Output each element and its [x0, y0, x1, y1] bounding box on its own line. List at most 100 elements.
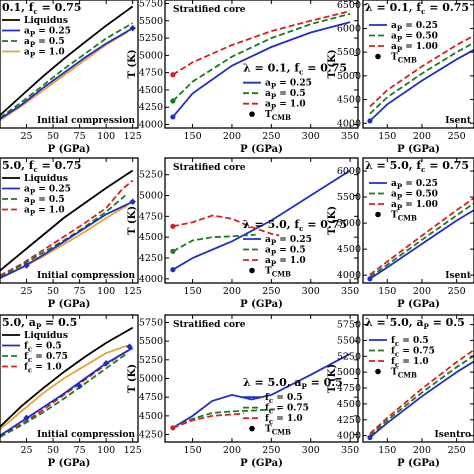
x-tick-label: 75: [74, 131, 86, 142]
x-tick-label: 150: [378, 445, 396, 456]
y-tick-label: 4000: [139, 120, 163, 131]
y-tick-label: 4000: [337, 118, 361, 129]
legend-marker: [249, 267, 255, 274]
axes-frame: [0, 157, 139, 284]
series-line-3: [172, 10, 351, 76]
plot-area: [170, 10, 351, 120]
y-tick-label: 5250: [337, 351, 361, 362]
y-tick-label: 5000: [337, 71, 361, 82]
y-tick-label: 4750: [139, 68, 163, 79]
series-line-2: [369, 202, 474, 278]
plot-area: [0, 169, 136, 279]
x-tick-label: 200: [413, 286, 431, 297]
panel-1: 25 50 75 100 125 P (GPa) Initial compression 0.…: [0, 0, 142, 155]
data-point-1: [170, 267, 176, 273]
x-tick-label: 200: [223, 131, 241, 142]
panel-5: 150 200 250 300 350 4000 4250 4500 4750 5000 5250 P…: [127, 157, 359, 310]
y-tick-label: 4500: [139, 85, 163, 96]
x-tick-label: 300: [302, 131, 320, 142]
series-line-2: [0, 179, 134, 277]
x-tick-label: 250: [448, 131, 466, 142]
axes-frame: [164, 0, 359, 129]
x-tick-label: 300: [302, 286, 320, 297]
panel-4: 25 50 75 100 125 P (GPa) Initial compression 5.…: [0, 157, 142, 310]
data-point-2: [170, 248, 176, 254]
plot-area: [170, 353, 351, 431]
y-tick-label: 5500: [139, 336, 163, 347]
series-line-2: [172, 408, 280, 429]
plot-area: [0, 5, 136, 122]
axes-frame: [362, 157, 474, 284]
plot-area: [367, 34, 474, 124]
y-axis-label: T (K): [327, 206, 338, 235]
x-tick-label: 300: [302, 445, 320, 456]
y-tick-label: 5750: [139, 0, 163, 9]
x-axis-label: P (GPa): [397, 144, 440, 155]
x-tick-label: 50: [47, 445, 59, 456]
legend-entry: fc = 0.5: [265, 393, 303, 405]
legend-entry: aP = 1.0: [24, 206, 65, 218]
legend-entry: aP = 0.25: [265, 79, 312, 91]
panel-corner-label: Isent: [445, 271, 472, 281]
y-axis-label: T (K): [127, 206, 138, 235]
x-axis-label: P (GPa): [48, 299, 91, 310]
panel-corner-label: Stratified core: [173, 163, 246, 173]
y-tick-label: 4750: [139, 211, 163, 222]
series-line-1: [0, 5, 134, 116]
series-line-3: [172, 214, 280, 237]
legend-entry: aP = 0.5: [265, 89, 306, 101]
legend-entry: aP = 1.00: [391, 42, 438, 54]
legend-entry: aP = 0.5: [24, 195, 65, 207]
x-axis-label: P (GPa): [240, 458, 283, 469]
legend-entry: TCMB: [265, 267, 291, 279]
y-tick-label: 6000: [337, 23, 361, 34]
y-tick-label: 4500: [139, 232, 163, 243]
legend-entry: TCMB: [391, 368, 417, 380]
x-tick-label: 350: [341, 286, 359, 297]
data-point-1: [170, 425, 176, 431]
x-tick-label: 150: [184, 131, 202, 142]
legend-marker: [249, 111, 255, 117]
legend-entry: aP = 1.0: [265, 100, 306, 112]
panel-parameter-label: λ = 5.0, aP = 0.5: [243, 376, 343, 391]
y-tick-label: 5000: [337, 218, 361, 229]
series-line-3: [0, 31, 128, 122]
x-tick-label: 200: [223, 445, 241, 456]
x-tick-label: 25: [20, 445, 32, 456]
legend-entry: aP = 1.0: [24, 48, 65, 60]
y-tick-label: 5000: [337, 367, 361, 378]
y-tick-label: 4250: [139, 253, 163, 264]
y-tick-label: 4750: [139, 392, 163, 403]
y-tick-label: 6500: [337, 0, 361, 11]
data-point-1: [129, 24, 136, 32]
y-tick-label: 5500: [139, 16, 163, 27]
x-axis-label: P (GPa): [48, 144, 91, 155]
x-tick-label: 150: [184, 286, 202, 297]
y-tick-label: 4000: [139, 274, 163, 285]
y-tick-label: 5250: [139, 33, 163, 44]
series-line-5: [0, 200, 134, 279]
y-axis-label: T (K): [127, 49, 138, 78]
panel-parameter-label: λ = 5.0, aP = 0.5: [365, 316, 465, 331]
y-tick-label: 4500: [337, 244, 361, 255]
x-tick-label: 75: [74, 286, 86, 297]
data-point-4: [126, 343, 133, 350]
panel-corner-label: Initial compression: [37, 116, 135, 126]
panel-9: 150 200 250 4000 4250 4500 4750 5000 5250 5500 575…: [327, 314, 474, 469]
series-line-3: [369, 34, 474, 108]
series-line-2: [172, 12, 351, 102]
x-tick-label: 125: [124, 286, 142, 297]
series-line-1: [172, 21, 351, 118]
panel-parameter-label: λ = 5.0, fc = 0.75: [243, 218, 347, 233]
y-tick-label: 5000: [139, 191, 163, 202]
plot-area: [170, 169, 351, 273]
series-line-1: [0, 169, 134, 272]
series-line-3: [0, 194, 126, 278]
legend-entry: fc = 0.5: [24, 342, 62, 354]
